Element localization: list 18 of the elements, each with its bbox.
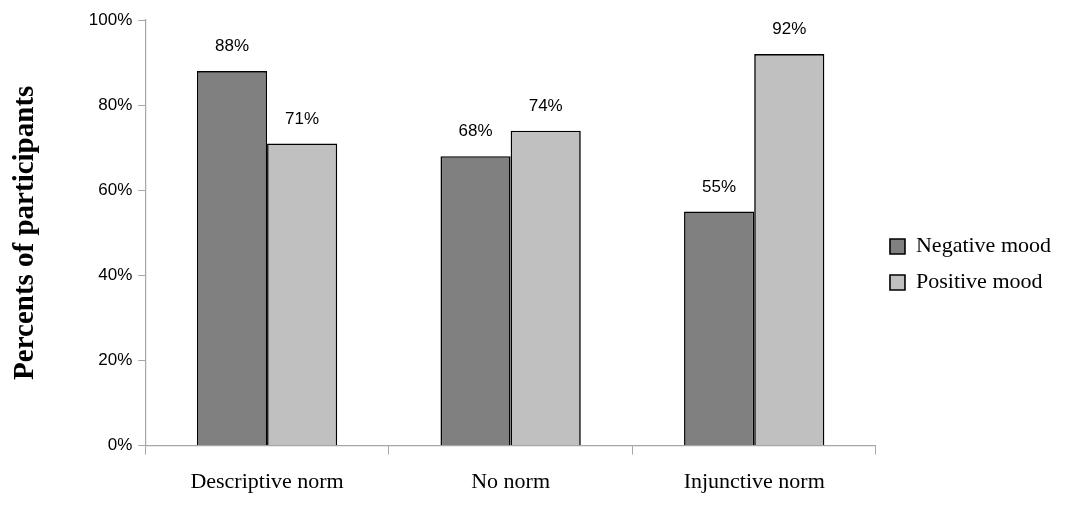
y-tick-label: 60%	[98, 179, 133, 199]
legend-label: Positive mood	[915, 268, 1043, 294]
x-tick-label: Injunctive norm	[683, 467, 825, 493]
y-tick-label: 20%	[98, 350, 133, 370]
data-label: 88%	[214, 36, 250, 56]
y-tick-label: 40%	[98, 265, 133, 285]
data-label: 92%	[772, 19, 807, 39]
legend-label: Negative mood	[915, 232, 1052, 258]
x-tick-label: Descriptive norm	[190, 467, 344, 493]
y-axis-title: Percents of participants	[6, 85, 39, 380]
y-tick-label: 80%	[98, 94, 133, 114]
y-tick-label: 100%	[88, 9, 133, 29]
data-label: 71%	[285, 108, 320, 128]
data-label: 68%	[458, 121, 493, 141]
y-tick-label: 0%	[107, 435, 133, 455]
x-tick-label: No norm	[471, 467, 551, 493]
data-label: 55%	[702, 176, 737, 196]
data-label: 74%	[528, 95, 563, 115]
